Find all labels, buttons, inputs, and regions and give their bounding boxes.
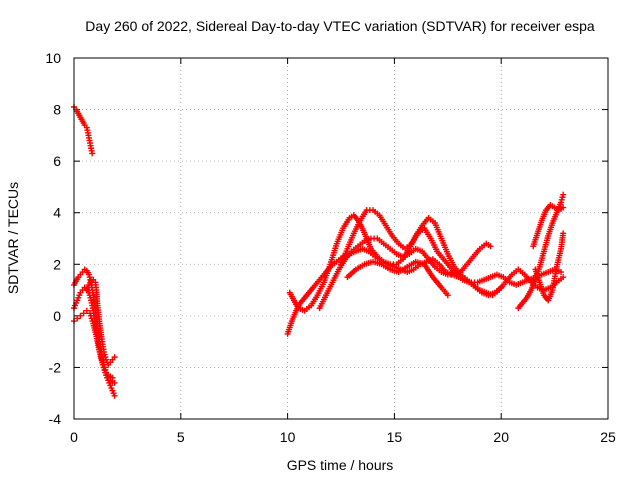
data-point	[444, 292, 451, 299]
x-tick-label: 15	[387, 429, 403, 445]
data-points	[71, 103, 567, 399]
x-tick-label: 20	[493, 429, 509, 445]
data-point	[111, 379, 118, 386]
data-point	[111, 392, 118, 399]
data-point	[560, 274, 567, 281]
series-late-8	[532, 230, 567, 304]
series-early-high	[71, 103, 96, 157]
chart-title: Day 260 of 2022, Sidereal Day-to-day VTE…	[85, 18, 595, 34]
x-tick-label: 0	[70, 429, 78, 445]
x-tick-label: 5	[177, 429, 185, 445]
y-tick-label: 6	[53, 153, 61, 169]
data-point	[83, 307, 90, 314]
data-point	[560, 230, 567, 237]
y-tick-label: 8	[53, 102, 61, 118]
data-point	[498, 284, 505, 291]
data-point	[111, 354, 118, 361]
plot-frame	[73, 57, 609, 420]
data-point	[74, 315, 81, 322]
grid	[74, 58, 608, 419]
series-early-arc-3	[71, 307, 118, 399]
data-point	[77, 312, 84, 319]
y-tick-label: 4	[53, 205, 61, 221]
x-tick-label: 25	[600, 429, 616, 445]
y-tick-label: 2	[53, 256, 61, 272]
series-late-5	[344, 258, 451, 299]
data-point	[89, 150, 96, 157]
x-axis-label: GPS time / hours	[287, 457, 394, 473]
y-tick-label: -4	[49, 411, 62, 427]
data-point	[109, 374, 116, 381]
x-tick-label: 10	[280, 429, 296, 445]
data-point	[487, 243, 494, 250]
series-late-7	[530, 201, 567, 250]
axis-ticks: 0 5 10 15 20 25 -4 -2 0 2 4 6 8 10	[45, 50, 616, 445]
data-point	[80, 310, 87, 317]
series-late-4	[338, 207, 505, 299]
y-axis-label: SDTVAR / TECUs	[5, 182, 21, 294]
data-point	[560, 191, 567, 198]
y-tick-label: 0	[53, 308, 61, 324]
series-early-arc-4	[83, 276, 118, 368]
data-point	[558, 269, 565, 276]
y-tick-label: -2	[49, 359, 62, 375]
y-tick-label: 10	[45, 50, 61, 66]
data-point	[560, 204, 567, 211]
